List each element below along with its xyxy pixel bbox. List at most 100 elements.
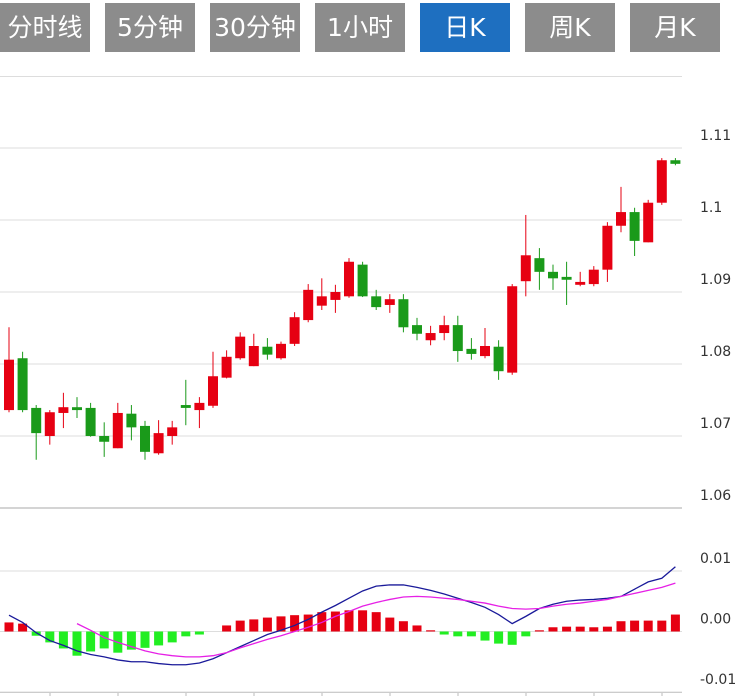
macd-bar: [426, 630, 436, 632]
macd-bar: [602, 626, 612, 632]
candle-body: [112, 412, 123, 449]
macd-bar: [126, 631, 136, 650]
macd-bar: [18, 623, 28, 632]
candle-body: [180, 405, 191, 408]
tab[interactable]: 5分钟: [105, 3, 195, 52]
macd-bar: [86, 631, 96, 652]
candle-body: [262, 346, 273, 355]
candle-body: [602, 225, 613, 270]
candle-body: [289, 317, 300, 344]
y-tick-label: 0.00: [700, 612, 731, 628]
candle-body: [303, 289, 314, 321]
candle-body: [425, 333, 436, 341]
x-axis-ticks: [49, 692, 663, 696]
macd-bar: [154, 631, 164, 646]
macd-bar: [290, 615, 300, 632]
macd-bar: [534, 630, 544, 632]
candle-body: [520, 255, 531, 282]
macd-bar: [412, 625, 422, 632]
y-tick-label: 1.08: [700, 344, 731, 360]
tab[interactable]: 30分钟: [210, 3, 300, 52]
candle-body: [248, 346, 259, 367]
macd-bar: [453, 631, 463, 637]
macd-bar: [303, 614, 313, 632]
candle-body: [344, 261, 354, 297]
macd-bar: [358, 610, 368, 632]
y-tick-label: 1.09: [700, 272, 731, 288]
candle-body: [316, 296, 327, 306]
candle-body: [208, 376, 218, 406]
macd-bar: [72, 631, 82, 656]
macd-bar: [262, 617, 272, 632]
y-tick-label: 0.01: [700, 551, 731, 567]
y-tick-label: 1.11: [700, 128, 731, 144]
macd-bar: [548, 627, 558, 632]
tab[interactable]: 日K: [420, 3, 510, 52]
candle-body: [561, 276, 572, 280]
candle-body: [167, 427, 178, 436]
candle-body: [398, 299, 409, 328]
y-tick-label: 1.1: [700, 200, 722, 216]
candle-body: [480, 346, 490, 357]
candle-body: [439, 325, 450, 334]
macd-bar: [398, 621, 408, 632]
macd-bar: [181, 631, 191, 637]
macd-bar: [643, 620, 653, 632]
candle-body: [643, 202, 654, 243]
macd-bar: [439, 631, 449, 635]
candle-body: [357, 264, 368, 297]
tab[interactable]: 月K: [630, 3, 720, 52]
candle-body: [330, 292, 341, 300]
candle-body: [221, 356, 232, 378]
candle-body: [575, 281, 586, 285]
macd-bar: [99, 631, 109, 649]
candle-body: [452, 325, 463, 352]
candle-body: [384, 299, 395, 305]
candle-body: [85, 407, 96, 436]
candle-body: [153, 433, 164, 454]
macd-bar: [494, 631, 504, 644]
macd-bar: [167, 631, 177, 643]
candle-body: [466, 348, 477, 354]
macd-bar: [507, 631, 517, 645]
macd-bar: [249, 619, 259, 632]
candle-body: [493, 346, 504, 372]
candle-body: [412, 325, 422, 334]
candle-body: [58, 407, 69, 413]
macd-bar: [589, 627, 599, 632]
macd-bar: [385, 617, 395, 632]
tab[interactable]: 周K: [525, 3, 615, 52]
candle-body: [670, 160, 681, 164]
macd-bar: [330, 611, 340, 632]
macd-line: [8, 566, 676, 666]
candle-body: [548, 271, 558, 279]
candle-body: [616, 212, 626, 226]
candle-body: [629, 212, 640, 241]
candle-body: [17, 358, 28, 411]
macd-bar: [4, 622, 14, 632]
macd-bar: [235, 620, 245, 632]
macd-bar: [630, 620, 640, 632]
macd-bar: [670, 614, 680, 632]
macd-bar: [616, 621, 626, 632]
candle-body: [656, 160, 667, 203]
candle-body: [534, 258, 545, 272]
macd-bar: [575, 626, 585, 632]
macd-bar: [344, 610, 354, 632]
candle-body: [126, 413, 137, 428]
candle-body: [507, 286, 518, 373]
candle-body: [371, 296, 382, 308]
candle-body: [276, 343, 286, 359]
y-tick-label: 1.07: [700, 416, 731, 432]
macd-line: [76, 582, 676, 658]
candle-body: [588, 269, 599, 285]
macd-bar: [58, 631, 68, 649]
macd-bar: [31, 631, 41, 636]
candle-body: [194, 402, 205, 411]
candle-body: [235, 336, 246, 359]
macd-bar: [140, 631, 150, 648]
candle-body: [72, 407, 82, 411]
tab[interactable]: 1小时: [315, 3, 405, 52]
tab[interactable]: 分时线: [0, 3, 90, 52]
